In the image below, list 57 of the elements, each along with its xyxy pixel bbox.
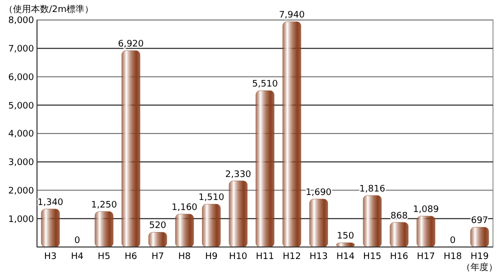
x-tick-label: H10 (229, 252, 248, 262)
x-tick-label: H9 (205, 252, 218, 262)
x-tick-label: H6 (124, 252, 138, 262)
bar (41, 208, 60, 248)
data-label: 0 (450, 236, 456, 246)
x-tick-label: H15 (363, 252, 382, 262)
bar (470, 227, 489, 248)
bar (256, 90, 274, 248)
bar (175, 214, 194, 248)
bar (309, 198, 328, 248)
y-tick-label: 5,000 (8, 101, 34, 112)
data-label: 0 (74, 236, 80, 246)
x-tick-label: H17 (416, 252, 436, 262)
data-label: 7,940 (278, 10, 305, 21)
bar (94, 211, 114, 248)
data-label: 520 (149, 221, 167, 232)
bar (148, 232, 167, 248)
data-label: 1,250 (91, 200, 118, 211)
bar (122, 50, 140, 248)
y-tick-label: 7,000 (8, 44, 34, 55)
y-tick-label: 6,000 (8, 72, 34, 83)
x-tick-label: H14 (336, 252, 355, 262)
y-tick-label: 1,000 (8, 214, 34, 225)
y-tick-label: 3,000 (8, 158, 34, 168)
x-tick-label: H5 (98, 252, 110, 262)
x-tick-label: H4 (70, 252, 84, 262)
y-axis-title: （使用本数/2m標準） (4, 4, 94, 15)
bar (228, 180, 248, 248)
y-tick-label: 2,000 (8, 186, 34, 196)
bar (282, 22, 302, 248)
data-label: 150 (336, 232, 354, 242)
bar (363, 195, 382, 248)
y-tick-label: 8,000 (8, 16, 34, 26)
data-label: 1,089 (413, 205, 440, 216)
data-label: 1,340 (38, 198, 64, 208)
x-tick-label: H12 (282, 252, 301, 262)
data-label: 697 (470, 216, 488, 226)
data-label: 1,510 (198, 193, 225, 204)
data-label: 1,816 (359, 184, 386, 194)
x-tick-label: H16 (390, 252, 408, 262)
x-tick-label: H11 (256, 252, 274, 262)
x-tick-label: H19 (470, 252, 489, 262)
data-label: 1,160 (172, 203, 198, 214)
x-axis-title: （年度） (462, 262, 498, 272)
y-tick-label: 4,000 (8, 130, 34, 140)
x-tick-label: H7 (151, 252, 164, 262)
data-label: 2,330 (225, 170, 252, 180)
x-tick-label: H8 (178, 252, 192, 262)
bar (416, 216, 436, 248)
data-label: 1,690 (306, 188, 332, 198)
data-label: 5,510 (252, 80, 278, 90)
bar (202, 204, 221, 248)
x-tick-label: H13 (310, 252, 328, 262)
x-tick-label: H18 (444, 252, 462, 262)
x-tick-label: H3 (44, 252, 57, 262)
bar (390, 222, 408, 248)
data-label: 6,920 (118, 40, 144, 50)
